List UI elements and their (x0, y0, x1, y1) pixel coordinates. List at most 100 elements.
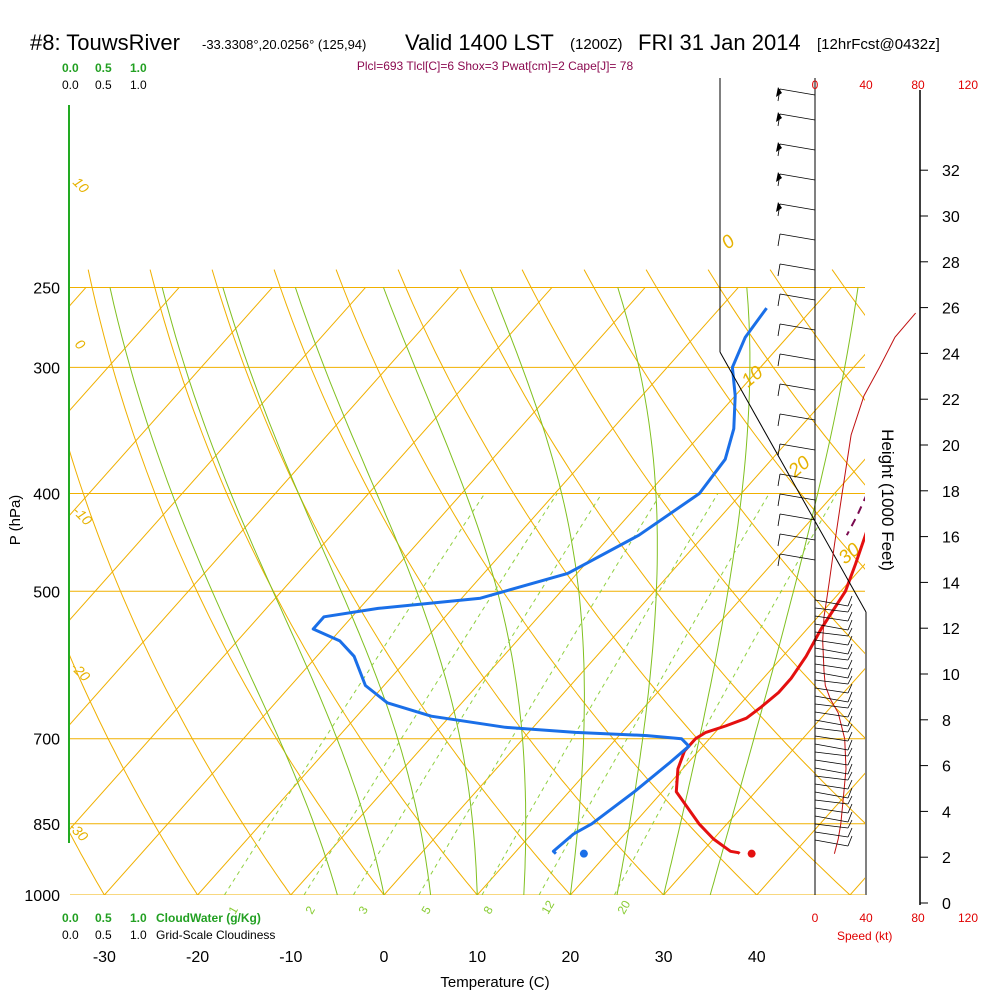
mixing-ratio-label-3: 3 (355, 903, 371, 916)
wind-barb-flag (847, 667, 853, 679)
wind-barb (777, 413, 816, 427)
dry-adiabat--10 (70, 450, 292, 895)
dry-adiabat-10 (149, 269, 478, 895)
dry-adiabat-label-0: 0 (718, 231, 740, 254)
wind-barb (777, 513, 816, 527)
wind-barb-flag (847, 651, 853, 661)
dry-adiabat-80 (583, 269, 865, 655)
wind-barb-flag (847, 595, 853, 607)
station-coords: -33.3308°,20.0256° (125,94) (202, 37, 366, 52)
wind-barb-flag (847, 779, 853, 790)
moist-adiabat-30 (663, 287, 751, 895)
wind-barb-shaft (779, 473, 816, 481)
wind-barb-flag (777, 293, 781, 307)
temperature-tick--10: -10 (279, 949, 302, 966)
wind-barb-shaft (779, 143, 816, 151)
dry-adiabat-60 (459, 269, 865, 824)
isotherm--10 (290, 287, 832, 895)
thermo-background (70, 269, 865, 895)
wind-barb-flag (847, 835, 853, 847)
wind-barb (814, 699, 853, 709)
cloudwater-bottom-scale: 0.0 0.5 1.0 CloudWater (g/Kg) 0.0 0.5 1.… (62, 911, 892, 943)
wind-barb-shaft (814, 703, 849, 709)
wind-barb-shaft (779, 88, 816, 96)
dry-adiabat-0 (87, 269, 385, 895)
temperature-tick-20: 20 (562, 949, 580, 966)
dry-adiabat-100 (707, 269, 865, 486)
isotherm-label--20: -20 (68, 659, 94, 685)
mixing-ratio-1 (223, 493, 486, 895)
wind-barb (814, 731, 853, 742)
dry-adiabat-90 (645, 269, 865, 570)
mixing-ratio-20 (613, 493, 838, 895)
temperature-tick-0: 0 (380, 949, 389, 966)
wind-barb (814, 675, 853, 685)
wind-barb-shaft (779, 263, 816, 271)
wind-barb (814, 811, 853, 823)
wind-barb (777, 553, 816, 567)
height-tick-30: 30 (942, 209, 960, 226)
cw-top-2: 1.0 (130, 61, 147, 75)
wind-barb-shaft (814, 639, 849, 646)
dry-adiabat-70 (521, 269, 865, 739)
wind-barb-shaft (814, 743, 849, 751)
wind-barb-shaft (779, 353, 816, 361)
wind-barb (814, 619, 853, 631)
wind-barb (814, 747, 853, 757)
wind-barb (814, 611, 853, 622)
speed-tick-bottom-80: 80 (911, 911, 925, 925)
height-tick-26: 26 (942, 301, 960, 318)
cl-top-1: 0.5 (95, 78, 112, 92)
cl-bottom-0: 0.0 (62, 928, 79, 942)
wind-barb-shaft (779, 443, 816, 451)
wind-barb-flag (847, 723, 853, 733)
wind-barb (814, 827, 853, 838)
speed-tick-bottom-0: 0 (812, 911, 819, 925)
cw-top-0: 0.0 (62, 61, 79, 75)
temperature-trace (674, 531, 865, 855)
wind-barb-shaft (779, 413, 816, 421)
isotherm--80 (70, 287, 180, 411)
wind-barb-pennant (776, 172, 782, 182)
height-tick-28: 28 (942, 255, 960, 272)
speed-tick-bottom-40: 40 (859, 911, 873, 925)
mixing-ratio-5 (418, 493, 662, 895)
pressure-axis: 250 300 400 500 700 850 1000 (24, 281, 60, 905)
wind-barb-shaft (814, 623, 849, 631)
wind-barb-flag (777, 233, 781, 247)
wind-barb-flag (847, 603, 853, 613)
pressure-axis-label: P (hPa) (7, 495, 24, 546)
wind-barb-shaft (814, 727, 849, 733)
wind-barb (814, 667, 853, 679)
wind-barb-flag (777, 353, 781, 367)
wind-barb (814, 627, 853, 637)
wind-barb-shaft (814, 671, 849, 679)
wind-box-diagonal (719, 351, 867, 613)
height-tick-18: 18 (942, 484, 960, 501)
wind-barb (777, 383, 816, 397)
dry-adiabat-30 (273, 269, 664, 895)
mixing-ratio-label-5: 5 (418, 903, 434, 916)
wind-barb-flag (847, 611, 853, 622)
wind-barb-shaft (779, 233, 816, 241)
wind-barb (814, 803, 853, 814)
mixing-ratio-label-8: 8 (480, 903, 496, 916)
wind-barb (814, 835, 853, 847)
wind-barb-flag (777, 443, 781, 457)
wind-barb-shaft (814, 815, 849, 823)
wind-barb-flag (847, 699, 853, 709)
pressure-tick-500: 500 (33, 584, 60, 601)
wind-barb-pennant (776, 202, 782, 212)
stability-indices: Plcl=693 Tlcl[C]=6 Shox=3 Pwat[cm]=2 Cap… (357, 59, 634, 73)
dry-adiabat-20 (211, 269, 571, 895)
cw-top-1: 0.5 (95, 61, 112, 75)
wind-barb (814, 723, 853, 733)
isotherm--30 (104, 287, 646, 895)
wind-barb-flag (777, 413, 781, 427)
wind-barb-shaft (779, 203, 816, 211)
sounding-traces (311, 307, 865, 858)
wind-barb-shaft (814, 663, 849, 670)
